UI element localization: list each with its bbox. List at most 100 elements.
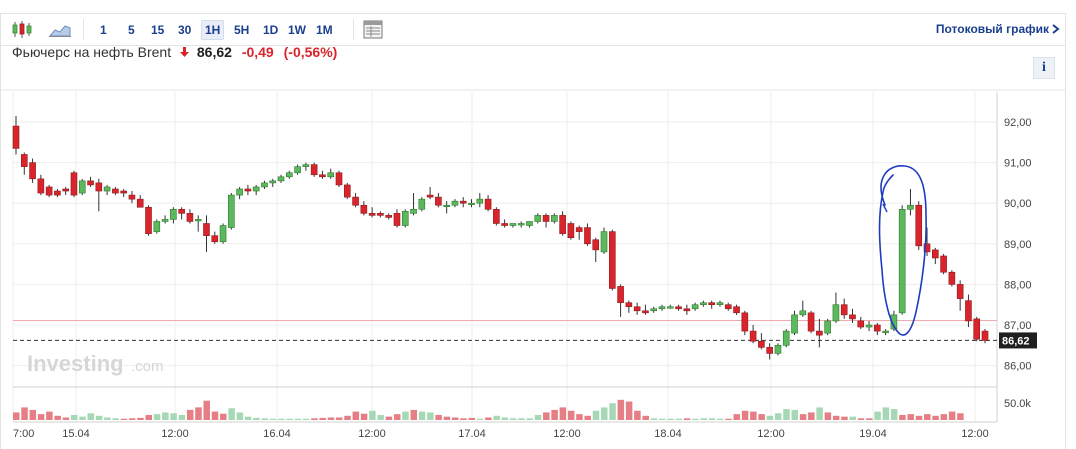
candlestick-chart-icon[interactable] bbox=[11, 19, 35, 40]
candle-down bbox=[874, 324, 881, 332]
volume-bar bbox=[534, 414, 542, 420]
volume-bar bbox=[21, 407, 28, 420]
y-tick-label: 91,00 bbox=[1004, 158, 1032, 170]
toolbar-separator bbox=[353, 19, 354, 40]
candle-down bbox=[203, 223, 210, 236]
volume-bar bbox=[634, 410, 641, 420]
last-price-tag-label: 86,62 bbox=[1002, 335, 1030, 347]
area-chart-icon[interactable] bbox=[48, 19, 72, 40]
volume-bar bbox=[311, 418, 318, 420]
volume-bar bbox=[816, 407, 823, 420]
candle-up bbox=[782, 330, 790, 346]
candle-down bbox=[542, 215, 550, 222]
volume-bar bbox=[882, 407, 890, 420]
candle-down bbox=[244, 188, 252, 192]
candle-down bbox=[609, 231, 616, 289]
x-tick-label: 15.04 bbox=[62, 428, 90, 440]
candle-down bbox=[642, 310, 649, 314]
candle-up bbox=[302, 164, 310, 167]
y-tick-label: 87,00 bbox=[1004, 320, 1032, 332]
candle-down bbox=[12, 125, 20, 149]
volume-bar bbox=[261, 418, 268, 420]
chevron-right-icon bbox=[1052, 24, 1060, 34]
candle-down bbox=[45, 186, 53, 196]
candle-up bbox=[252, 186, 260, 192]
candle-up bbox=[170, 208, 177, 220]
timeframe-15[interactable]: 15 bbox=[151, 23, 165, 37]
volume-bar bbox=[369, 410, 376, 420]
timeframe-1[interactable]: 1 bbox=[100, 23, 107, 37]
candle-down bbox=[857, 320, 865, 328]
volume-bar bbox=[294, 418, 302, 420]
price-change-percent: (-0,56%) bbox=[283, 44, 338, 60]
volume-bar bbox=[766, 415, 774, 420]
volume-bar bbox=[567, 410, 575, 420]
x-tick-label: 12:00 bbox=[358, 428, 386, 440]
streaming-chart-link[interactable]: Потоковый график bbox=[935, 22, 1049, 36]
x-tick-label: 7:00 bbox=[13, 428, 34, 440]
y-tick-label: 92,00 bbox=[1004, 117, 1032, 129]
candle-up bbox=[650, 308, 658, 312]
volume-bar bbox=[195, 407, 202, 420]
candle-up bbox=[832, 304, 840, 322]
timeframe-1d[interactable]: 1D bbox=[263, 23, 279, 37]
candle-down bbox=[559, 215, 566, 234]
candle-down bbox=[956, 284, 964, 299]
volume-bar bbox=[385, 416, 393, 420]
volume-bar bbox=[87, 413, 95, 420]
volume-bar bbox=[112, 418, 119, 420]
candle-down bbox=[95, 182, 103, 192]
timeframe-1w[interactable]: 1W bbox=[288, 23, 306, 37]
timeframe-1m[interactable]: 1M bbox=[316, 23, 333, 37]
volume-bar bbox=[642, 415, 649, 420]
volume-bar bbox=[741, 410, 749, 420]
candle-up bbox=[534, 215, 542, 222]
candle-down bbox=[70, 172, 78, 196]
volume-bar bbox=[774, 413, 782, 420]
candle-down bbox=[840, 304, 848, 316]
candle-down bbox=[816, 330, 823, 336]
volume-bar bbox=[683, 418, 691, 420]
candle-up bbox=[890, 314, 898, 330]
candle-down bbox=[360, 204, 368, 214]
table-view-icon[interactable] bbox=[362, 19, 384, 40]
timeframe-1h[interactable]: 1H bbox=[201, 20, 225, 40]
candle-up bbox=[443, 204, 450, 208]
volume-bar bbox=[162, 412, 169, 420]
volume-bar bbox=[220, 413, 227, 420]
candle-down bbox=[112, 188, 119, 194]
volume-bar bbox=[948, 411, 956, 420]
x-tick-label: 16.04 bbox=[263, 428, 291, 440]
candle-down bbox=[633, 306, 641, 312]
candle-up bbox=[410, 208, 417, 214]
volume-bar bbox=[501, 417, 509, 420]
timeframe-5[interactable]: 5 bbox=[128, 23, 135, 37]
timeframe-30[interactable]: 30 bbox=[178, 23, 192, 37]
candle-down bbox=[211, 235, 219, 243]
volume-bar bbox=[750, 411, 757, 420]
volume-bar bbox=[170, 413, 177, 420]
volume-bar bbox=[725, 418, 732, 420]
candle-up bbox=[228, 194, 235, 228]
investing-watermark-suffix: .com bbox=[131, 358, 164, 375]
volume-bar bbox=[518, 418, 525, 420]
volume-bar bbox=[377, 414, 384, 420]
info-button[interactable]: i bbox=[1033, 57, 1055, 79]
candle-down bbox=[592, 239, 600, 251]
candle-up bbox=[666, 306, 674, 309]
candle-down bbox=[459, 200, 467, 204]
volume-bar bbox=[808, 412, 815, 420]
timeframe-5h[interactable]: 5H bbox=[234, 23, 250, 37]
toolbar-separator bbox=[83, 19, 84, 40]
volume-bar bbox=[79, 416, 86, 420]
volume-bar bbox=[692, 418, 699, 420]
down-arrow-icon bbox=[179, 47, 189, 57]
annotation-circle bbox=[878, 165, 927, 336]
candle-up bbox=[161, 219, 169, 222]
volume-bar bbox=[120, 418, 128, 420]
candle-down bbox=[724, 304, 732, 310]
volume-bar bbox=[667, 418, 674, 420]
candle-down bbox=[932, 249, 939, 259]
candle-up bbox=[526, 221, 533, 226]
